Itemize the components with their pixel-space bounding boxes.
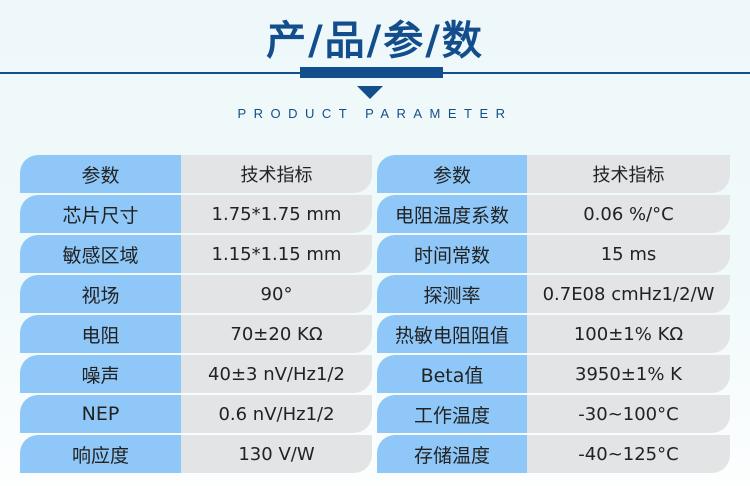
table-row: 存储温度 -40~125°C — [377, 435, 730, 473]
param-value: 90° — [181, 275, 372, 313]
param-label: 噪声 — [20, 355, 181, 393]
param-label: 存储温度 — [377, 435, 527, 473]
divider-accent-bar — [300, 67, 443, 78]
table-row: 敏感区域 1.15*1.15 mm — [20, 235, 372, 273]
table-header-row: 参数 技术指标 — [20, 155, 372, 193]
page-subtitle: PRODUCT PARAMETER — [237, 106, 513, 121]
param-value: 1.75*1.75 mm — [181, 195, 372, 233]
param-label: 电阻温度系数 — [377, 195, 527, 233]
param-label: 探测率 — [377, 275, 527, 313]
table-row: 工作温度 -30~100°C — [377, 395, 730, 433]
param-value: -30~100°C — [527, 395, 730, 433]
triangle-down-icon — [357, 86, 383, 99]
param-value: 技术指标 — [181, 155, 372, 193]
table-row: 视场 90° — [20, 275, 372, 313]
param-value: 3950±1% K — [527, 355, 730, 393]
param-value: 0.7E08 cmHz1/2/W — [527, 275, 730, 313]
table-row: 热敏电阻阻值 100±1% KΩ — [377, 315, 730, 353]
param-label: 工作温度 — [377, 395, 527, 433]
table-header-row: 参数 技术指标 — [377, 155, 730, 193]
param-value: 70±20 KΩ — [181, 315, 372, 353]
param-label: 响应度 — [20, 435, 181, 473]
page-title: 产/品/参/数 — [266, 18, 484, 64]
parameter-table-right: 参数 技术指标 电阻温度系数 0.06 %/°C 时间常数 15 ms 探测率 0.7E08 … — [377, 155, 730, 475]
param-value: 15 ms — [527, 235, 730, 273]
param-label: Beta值 — [377, 355, 527, 393]
param-value: 40±3 nV/Hz1/2 — [181, 355, 372, 393]
param-value: 100±1% KΩ — [527, 315, 730, 353]
param-label: 视场 — [20, 275, 181, 313]
table-row: Beta值 3950±1% K — [377, 355, 730, 393]
param-label: 热敏电阻阻值 — [377, 315, 527, 353]
param-label: 参数 — [20, 155, 181, 193]
param-value: 1.15*1.15 mm — [181, 235, 372, 273]
param-value: 0.6 nV/Hz1/2 — [181, 395, 372, 433]
table-row: 响应度 130 V/W — [20, 435, 372, 473]
table-row: 芯片尺寸 1.75*1.75 mm — [20, 195, 372, 233]
param-label: NEP — [20, 395, 181, 433]
table-row: 电阻 70±20 KΩ — [20, 315, 372, 353]
param-label: 参数 — [377, 155, 527, 193]
table-row: 噪声 40±3 nV/Hz1/2 — [20, 355, 372, 393]
param-label: 芯片尺寸 — [20, 195, 181, 233]
table-row: NEP 0.6 nV/Hz1/2 — [20, 395, 372, 433]
table-row: 时间常数 15 ms — [377, 235, 730, 273]
param-label: 敏感区域 — [20, 235, 181, 273]
param-value: -40~125°C — [527, 435, 730, 473]
param-value: 技术指标 — [527, 155, 730, 193]
parameter-table-left: 参数 技术指标 芯片尺寸 1.75*1.75 mm 敏感区域 1.15*1.15 mm 视场… — [20, 155, 372, 475]
param-value: 0.06 %/°C — [527, 195, 730, 233]
param-label: 时间常数 — [377, 235, 527, 273]
param-value: 130 V/W — [181, 435, 372, 473]
table-row: 探测率 0.7E08 cmHz1/2/W — [377, 275, 730, 313]
param-label: 电阻 — [20, 315, 181, 353]
table-row: 电阻温度系数 0.06 %/°C — [377, 195, 730, 233]
